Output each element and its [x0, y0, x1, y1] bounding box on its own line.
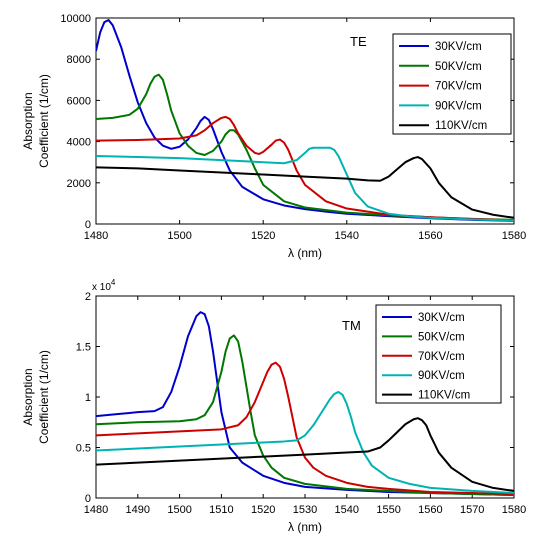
y-tick-label: 2000	[67, 178, 91, 190]
x-tick-label: 1580	[502, 230, 526, 242]
y-tick-label: 8000	[67, 54, 91, 66]
legend-box	[375, 304, 502, 404]
x-tick-label: 1500	[167, 504, 191, 516]
y-tick-label: 4000	[67, 137, 91, 149]
series-line-50kv-cm	[96, 73, 514, 221]
series-line-70kv-cm	[96, 361, 514, 495]
legend: 30KV/cm 50KV/cm 70KV/cm 90KV/cm 110KV/cm	[375, 304, 502, 404]
y-tick-label: 0	[85, 493, 91, 505]
mode-annotation: TM	[342, 318, 361, 333]
x-tick-label: 1520	[251, 230, 275, 242]
y-axis-title: Absorption	[21, 368, 35, 425]
x-tick-label: 1480	[84, 230, 108, 242]
series-line-30kv-cm	[96, 311, 514, 496]
legend-box	[392, 33, 512, 135]
x-tick-label: 1580	[502, 504, 526, 516]
x-tick-label: 1570	[460, 504, 484, 516]
series-line-110kv-cm	[96, 417, 514, 492]
y-tick-label: 2	[85, 291, 91, 303]
x-tick-label: 1550	[376, 504, 400, 516]
series-line-90kv-cm	[96, 146, 514, 222]
x-tick-label: 1490	[126, 504, 150, 516]
x-tick-label: 1510	[209, 504, 233, 516]
legend-label: 50KV/cm	[435, 61, 482, 73]
x-tick-label: 1560	[418, 504, 442, 516]
legend-label: 30KV/cm	[435, 41, 482, 53]
y-tick-label: 10000	[60, 13, 91, 25]
legend-label: 90KV/cm	[435, 100, 482, 112]
x-tick-label: 1530	[293, 504, 317, 516]
legend: 30KV/cm 50KV/cm 70KV/cm 90KV/cm 110KV/cm	[392, 33, 512, 135]
series-line-90kv-cm	[96, 390, 514, 494]
y-tick-label: 0.5	[76, 443, 91, 455]
series-line-30kv-cm	[96, 19, 514, 222]
y-axis-title: Coefficient (1/cm)	[37, 350, 51, 444]
te-chart: 1480 1500 1520 1540 1560 1580 0 2000 4000 6000 800…	[21, 13, 526, 260]
x-tick-label: 1500	[167, 230, 191, 242]
y-tick-label: 0	[85, 219, 91, 231]
legend-label: 70KV/cm	[418, 351, 465, 363]
y-tick-label: 1.5	[76, 342, 91, 354]
tm-chart: 1480 1490 1500 1510 1520 1530 1540 1550 1560 1570…	[21, 278, 526, 534]
y-axis-title: Absorption	[21, 92, 35, 149]
y-multiplier: x 104	[92, 278, 116, 293]
series-line-50kv-cm	[96, 334, 514, 496]
x-tick-label: 1540	[335, 230, 359, 242]
legend-label: 70KV/cm	[435, 81, 482, 93]
mode-annotation: TE	[350, 34, 367, 49]
x-tick-label: 1540	[335, 504, 359, 516]
legend-label: 110KV/cm	[435, 120, 487, 132]
x-axis-title: λ (nm)	[288, 520, 322, 534]
legend-label: 50KV/cm	[418, 331, 465, 343]
x-tick-label: 1560	[418, 230, 442, 242]
legend-label: 90KV/cm	[418, 370, 465, 382]
x-tick-label: 1480	[84, 504, 108, 516]
series-line-70kv-cm	[96, 115, 514, 222]
y-axis-title: Coefficient (1/cm)	[37, 74, 51, 168]
y-tick-label: 6000	[67, 95, 91, 107]
x-tick-label: 1520	[251, 504, 275, 516]
legend-label: 30KV/cm	[418, 312, 465, 324]
series-line-110kv-cm	[96, 156, 514, 219]
legend-label: 110KV/cm	[418, 390, 470, 402]
y-tick-label: 1	[85, 392, 91, 404]
x-axis-title: λ (nm)	[288, 246, 322, 260]
